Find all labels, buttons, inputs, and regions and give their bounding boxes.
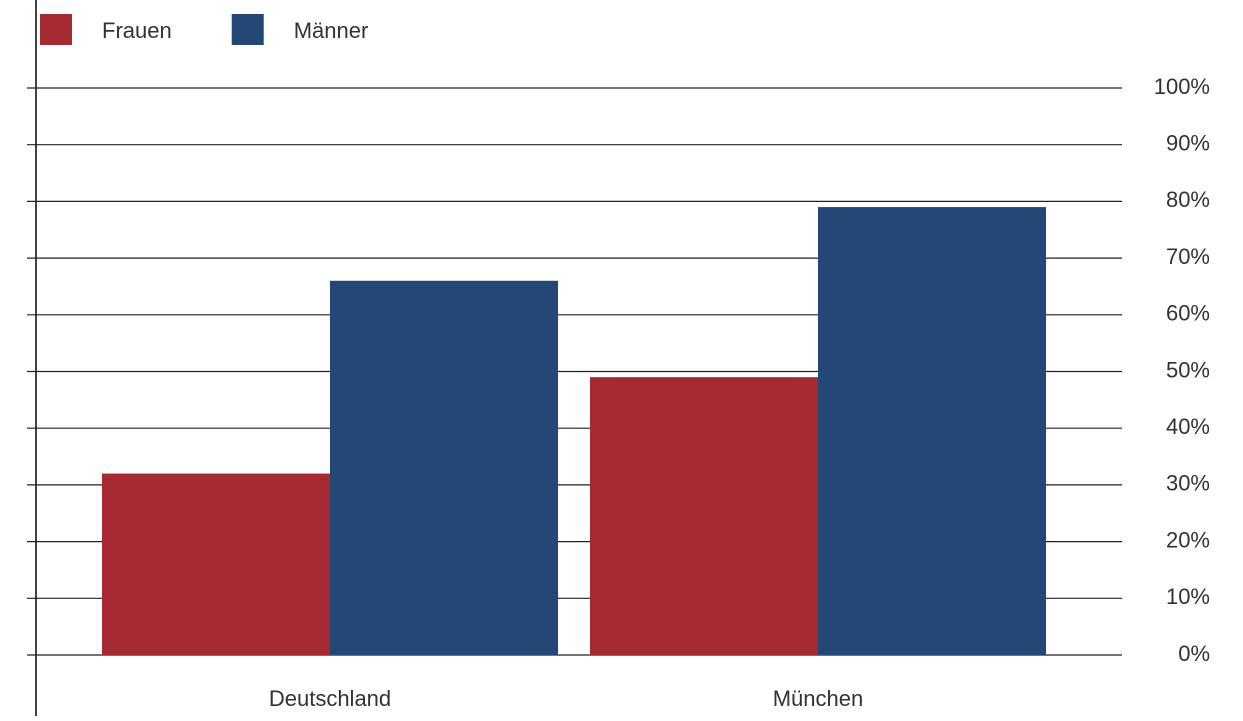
y-tick-label: 30% <box>1166 471 1210 496</box>
x-tick-label: München <box>773 686 864 711</box>
bar <box>590 377 818 655</box>
y-tick-label: 0% <box>1178 641 1210 666</box>
y-tick-label: 10% <box>1166 584 1210 609</box>
y-tick-label: 90% <box>1166 131 1210 156</box>
y-tick-label: 100% <box>1154 74 1210 99</box>
legend-swatch <box>231 14 264 45</box>
bar <box>102 473 330 655</box>
legend-label: Männer <box>294 18 369 43</box>
y-tick-label: 80% <box>1166 187 1210 212</box>
y-tick-label: 20% <box>1166 527 1210 552</box>
x-tick-label: Deutschland <box>269 686 391 711</box>
bar <box>818 207 1046 655</box>
legend-swatch <box>40 14 72 45</box>
y-tick-label: 40% <box>1166 414 1210 439</box>
legend-label: Frauen <box>102 18 172 43</box>
y-tick-label: 60% <box>1166 301 1210 326</box>
bar <box>330 280 558 655</box>
y-tick-label: 50% <box>1166 357 1210 382</box>
y-tick-label: 70% <box>1166 244 1210 269</box>
